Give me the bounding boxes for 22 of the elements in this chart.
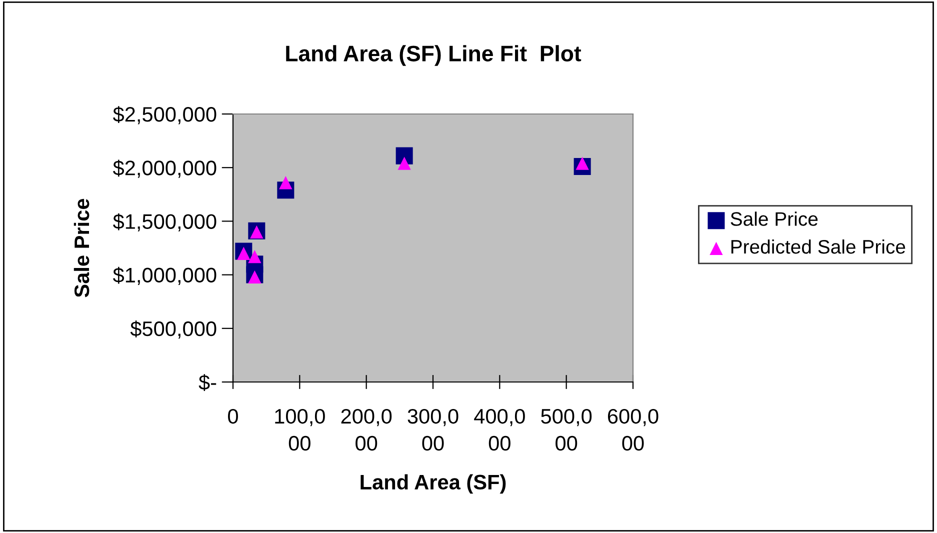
y-tick-label: $1,000,000 [112, 266, 216, 286]
chart-title: Land Area (SF) Line Fit Plot [286, 45, 582, 66]
y-tick-label: $- [198, 374, 216, 391]
y-tick-label: $500,000 [130, 320, 216, 339]
x-tick-label: 0 [228, 408, 238, 424]
x-tick-label: 500,000 [541, 408, 592, 451]
y-tick-label: $1,500,000 [112, 213, 216, 232]
y-tick-label: $2,000,000 [112, 160, 216, 178]
legend-label: Sale Price [730, 212, 818, 226]
x-tick-label: 300,000 [408, 408, 458, 451]
point [396, 147, 413, 164]
x-tick-label: 600,000 [608, 408, 658, 451]
y-tick-label: $2,500,000 [112, 106, 216, 124]
x-tick-label: 400,000 [474, 408, 525, 451]
x-axis-title: Land Area (SF) [360, 474, 506, 494]
point [398, 156, 411, 170]
legend-label: Predicted Sale Price [731, 239, 906, 254]
x-tick-label: 200,000 [341, 408, 392, 451]
y-axis-title: Sale Price [74, 198, 90, 298]
point [279, 176, 292, 190]
x-tick-label: 100,000 [275, 408, 325, 451]
point [248, 250, 262, 264]
